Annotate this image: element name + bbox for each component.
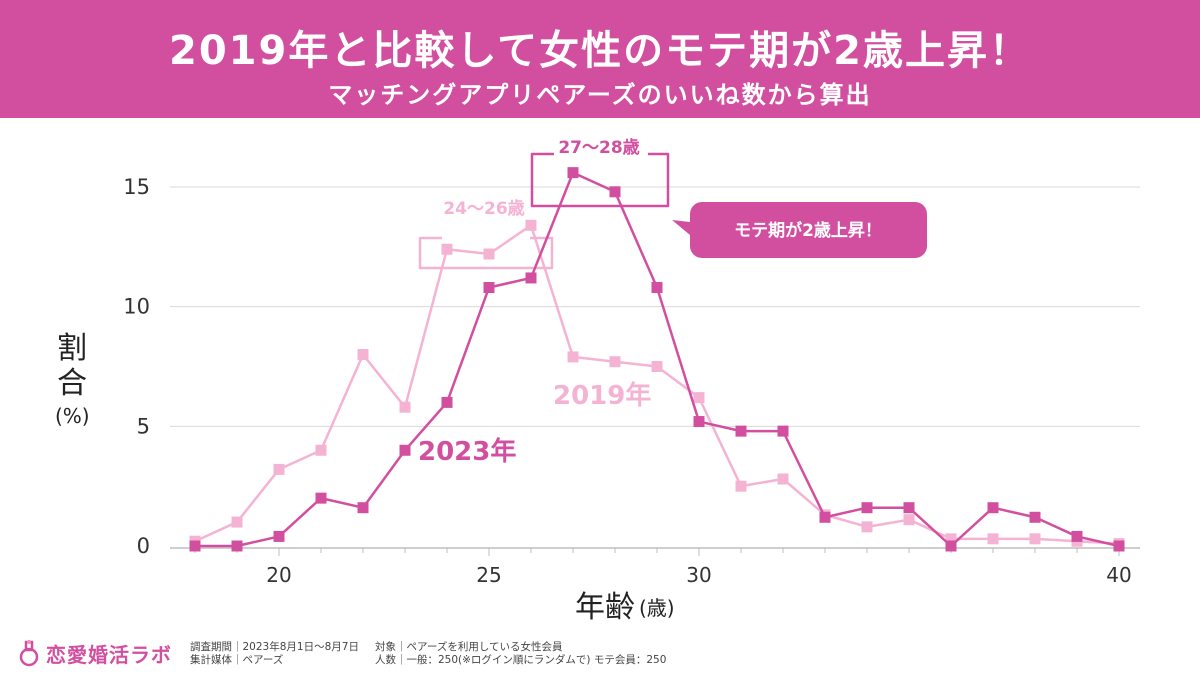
survey-count: 人数｜一般：250(※ログイン順にランダムで) モテ会員：250 — [375, 654, 667, 666]
y-tick-label: 0 — [137, 534, 150, 558]
data-point-2023 — [567, 167, 579, 179]
data-point-2023 — [273, 530, 285, 542]
y-axis-label: 割 — [57, 331, 87, 366]
y-tick-label: 15 — [123, 175, 150, 199]
callout-bubble — [672, 202, 927, 258]
x-tick-label: 40 — [1106, 563, 1131, 587]
series-line-2019 — [194, 224, 1120, 545]
bracket-2019 — [418, 236, 554, 270]
y-tick-label: 5 — [137, 414, 150, 438]
x-tick-label: 25 — [476, 563, 501, 587]
data-point-2019 — [651, 361, 663, 372]
data-point-2023 — [945, 540, 957, 552]
data-point-2023 — [189, 540, 201, 552]
data-point-2019 — [903, 514, 915, 526]
data-point-2023 — [1029, 511, 1041, 523]
series-label-2023: 2023年 — [418, 436, 516, 467]
data-point-2019 — [315, 444, 327, 456]
series-label-2019: 2019年 — [553, 380, 651, 411]
data-point-2023 — [231, 540, 243, 552]
footer: 恋愛婚活ラボ 調査期間｜2023年8月1日〜8月7日 集計媒体｜ペアーズ 対象｜… — [0, 632, 1200, 675]
data-point-2023 — [357, 502, 369, 514]
page-title: 2019年と比較して女性のモテ期が2歳上昇！ — [169, 28, 1031, 74]
data-point-2019 — [357, 349, 369, 361]
data-point-2023 — [903, 502, 915, 514]
data-point-2023 — [987, 502, 999, 514]
data-point-2019 — [399, 401, 411, 413]
bracket-2023 — [530, 152, 670, 208]
data-point-2023 — [735, 425, 747, 437]
data-point-2023 — [1071, 530, 1083, 542]
data-point-2023 — [483, 282, 495, 294]
data-point-2023 — [609, 186, 621, 198]
range-label-2023: 27〜28歳 — [558, 137, 639, 158]
data-point-2023 — [693, 416, 705, 428]
y-axis-label: 合 — [57, 366, 87, 401]
data-point-2019 — [567, 351, 579, 363]
data-point-2023 — [819, 511, 831, 523]
data-point-2023 — [651, 282, 663, 294]
range-label-2019: 24〜26歳 — [443, 198, 524, 219]
y-axis-unit: (%) — [55, 404, 90, 428]
data-point-2023 — [399, 444, 411, 456]
data-point-2019 — [231, 516, 243, 528]
data-point-2019 — [735, 480, 747, 492]
footer-meta-left: 調査期間｜2023年8月1日〜8月7日 集計媒体｜ペアーズ — [190, 641, 359, 667]
data-point-2023 — [315, 492, 327, 504]
x-tick-label: 30 — [686, 563, 711, 587]
data-point-2019 — [441, 243, 453, 255]
survey-target: 対象｜ペアーズを利用している女性会員 — [375, 641, 563, 653]
survey-period: 調査期間｜2023年8月1日〜8月7日 — [190, 641, 359, 653]
data-point-2023 — [441, 396, 453, 408]
footer-meta-right: 対象｜ペアーズを利用している女性会員 人数｜一般：250(※ログイン順にランダム… — [375, 641, 666, 667]
x-tick-label: 20 — [266, 563, 291, 587]
page-subtitle: マッチングアプリペアーズのいいね数から算出 — [328, 81, 872, 109]
data-point-2023 — [1113, 540, 1125, 552]
callout-text: モテ期が2歳上昇！ — [734, 220, 882, 241]
data-point-2019 — [777, 473, 789, 485]
x-axis-label: 年齢 — [575, 590, 635, 625]
y-tick-label: 10 — [123, 295, 150, 319]
flask-logo-icon — [19, 640, 39, 667]
survey-media: 集計媒体｜ペアーズ — [190, 654, 284, 666]
data-point-2023 — [525, 272, 537, 284]
data-point-2019 — [273, 463, 285, 475]
series-line-2023 — [195, 171, 1120, 548]
data-point-2019 — [609, 356, 621, 368]
data-point-2019 — [945, 533, 957, 545]
data-point-2019 — [525, 219, 537, 231]
logo: 恋愛婚活ラボ — [18, 638, 172, 668]
data-point-2019 — [987, 533, 999, 545]
logo-text: 恋愛婚活ラボ — [46, 642, 172, 667]
data-point-2019 — [693, 392, 705, 404]
title-banner: 2019年と比較して女性のモテ期が2歳上昇！ マッチングアプリペアーズのいいね数… — [0, 0, 1200, 118]
data-point-2019 — [861, 521, 873, 533]
data-point-2019 — [483, 248, 495, 260]
x-axis-unit: (歳) — [639, 596, 675, 620]
data-point-2019 — [1029, 533, 1041, 545]
data-point-2023 — [861, 502, 873, 514]
data-point-2023 — [777, 425, 789, 437]
